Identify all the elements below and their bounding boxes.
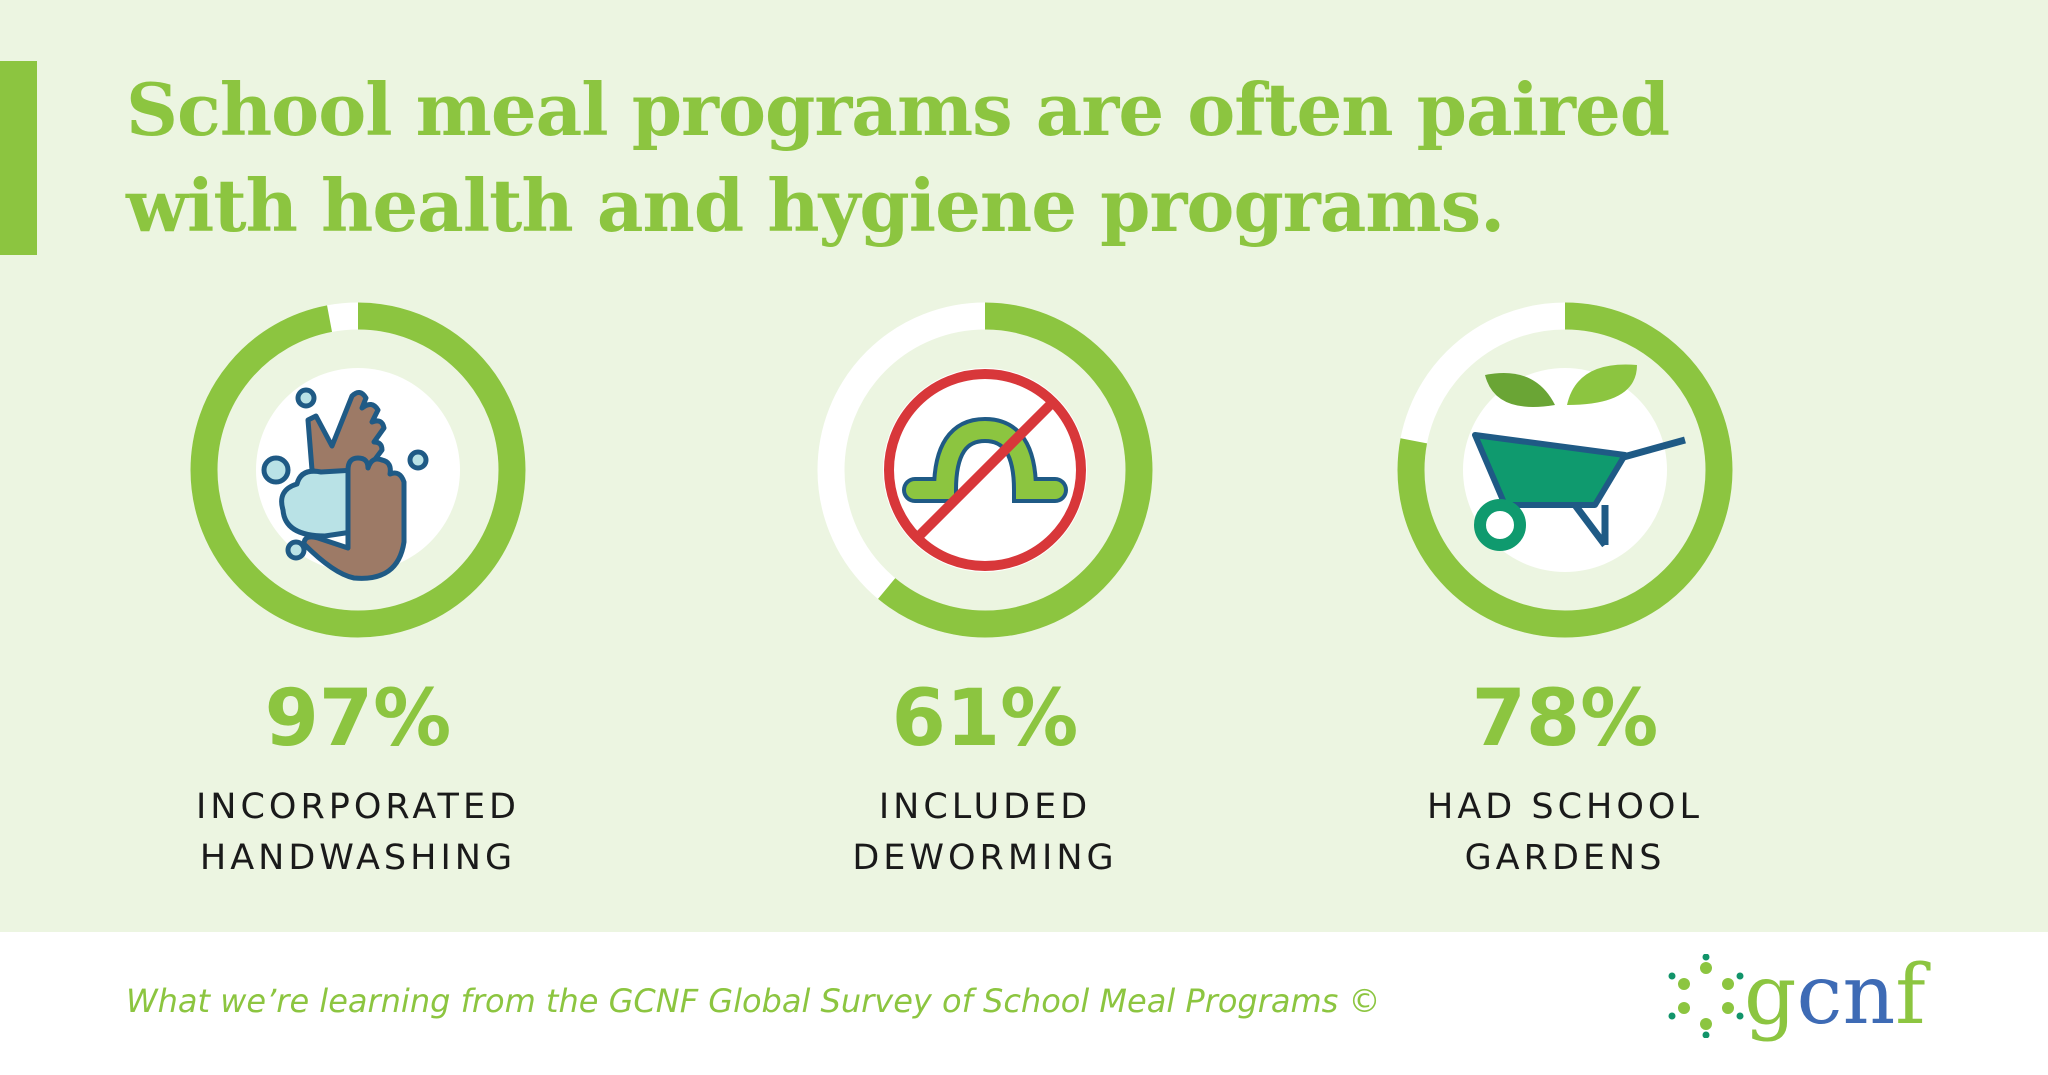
ring-progress xyxy=(817,302,1153,638)
ring-progress xyxy=(1397,302,1733,638)
stat-gardens: 78% HAD SCHOOL GARDENS xyxy=(1305,300,1825,884)
progress-ring xyxy=(817,302,1153,638)
footer: What we’re learning from the GCNF Global… xyxy=(0,932,2048,1075)
percent-value: 78% xyxy=(1471,674,1659,764)
stat-label: HAD SCHOOL GARDENS xyxy=(1427,787,1703,878)
stat-label: INCLUDED DEWORMING xyxy=(852,787,1118,878)
logo-letter: n xyxy=(1842,948,1896,1043)
percent-value: 97% xyxy=(264,674,452,764)
stat-deworming: 61% INCLUDED DEWORMING xyxy=(725,300,1245,884)
percent-value: 61% xyxy=(891,674,1079,764)
page-title: School meal programs are often paired wi… xyxy=(126,62,1670,254)
title-line: School meal programs are often paired xyxy=(126,67,1670,152)
no-worm-icon xyxy=(884,369,1086,571)
stat-handwashing: 97% INCORPORATED HANDWASHING xyxy=(98,300,618,884)
logo-letter: c xyxy=(1796,948,1843,1043)
stat-label: INCORPORATED HANDWASHING xyxy=(195,787,521,878)
footer-caption: What we’re learning from the GCNF Global… xyxy=(126,982,1381,1020)
ring-progress xyxy=(190,302,526,638)
progress-ring xyxy=(1397,302,1733,638)
accent-bar xyxy=(0,61,37,255)
dots-icon xyxy=(1668,954,1744,1038)
progress-ring xyxy=(190,302,526,638)
wheelbarrow-plant-icon xyxy=(1472,364,1686,551)
logo-letter: g xyxy=(1744,948,1797,1043)
logo-letter: f xyxy=(1895,948,1926,1043)
handwashing-icon xyxy=(261,387,429,581)
title-line: with health and hygiene programs. xyxy=(126,163,1505,248)
